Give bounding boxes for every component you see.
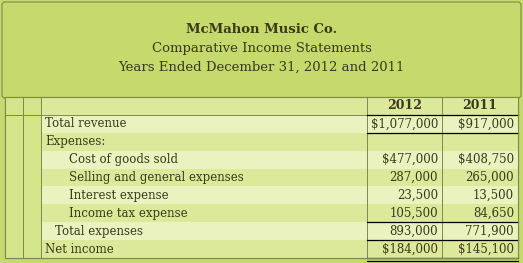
- Bar: [5, 97, 23, 258]
- Bar: [5, 169, 518, 186]
- Text: Years Ended December 31, 2012 and 2011: Years Ended December 31, 2012 and 2011: [118, 61, 405, 74]
- Text: 13,500: 13,500: [473, 189, 514, 202]
- Bar: [5, 133, 518, 151]
- Bar: [5, 115, 518, 133]
- Text: $145,100: $145,100: [458, 242, 514, 256]
- Text: Total revenue: Total revenue: [45, 117, 127, 130]
- Bar: [5, 240, 518, 258]
- Text: $184,000: $184,000: [382, 242, 438, 256]
- Bar: [5, 204, 518, 222]
- Text: Total expenses: Total expenses: [55, 225, 143, 238]
- Text: $408,750: $408,750: [458, 153, 514, 166]
- Text: Net income: Net income: [45, 242, 113, 256]
- Text: 23,500: 23,500: [397, 189, 438, 202]
- Text: 771,900: 771,900: [465, 225, 514, 238]
- Text: $477,000: $477,000: [382, 153, 438, 166]
- Text: McMahon Music Co.: McMahon Music Co.: [186, 23, 337, 36]
- Bar: [5, 97, 518, 115]
- Bar: [5, 222, 518, 240]
- FancyBboxPatch shape: [2, 2, 521, 98]
- Text: $1,077,000: $1,077,000: [371, 117, 438, 130]
- Bar: [5, 97, 518, 258]
- Bar: [23, 97, 41, 258]
- Text: Expenses:: Expenses:: [45, 135, 105, 148]
- Text: Income tax expense: Income tax expense: [69, 207, 188, 220]
- Text: 2012: 2012: [387, 99, 422, 113]
- Text: Cost of goods sold: Cost of goods sold: [69, 153, 178, 166]
- Text: 2011: 2011: [462, 99, 497, 113]
- Text: 265,000: 265,000: [465, 171, 514, 184]
- Text: Interest expense: Interest expense: [69, 189, 168, 202]
- Text: 105,500: 105,500: [390, 207, 438, 220]
- Bar: [5, 97, 518, 258]
- Text: 84,650: 84,650: [473, 207, 514, 220]
- Bar: [5, 151, 518, 169]
- Text: Comparative Income Statements: Comparative Income Statements: [152, 42, 371, 55]
- Text: $917,000: $917,000: [458, 117, 514, 130]
- Text: 287,000: 287,000: [390, 171, 438, 184]
- Text: Selling and general expenses: Selling and general expenses: [69, 171, 244, 184]
- Text: 893,000: 893,000: [390, 225, 438, 238]
- Bar: [5, 186, 518, 204]
